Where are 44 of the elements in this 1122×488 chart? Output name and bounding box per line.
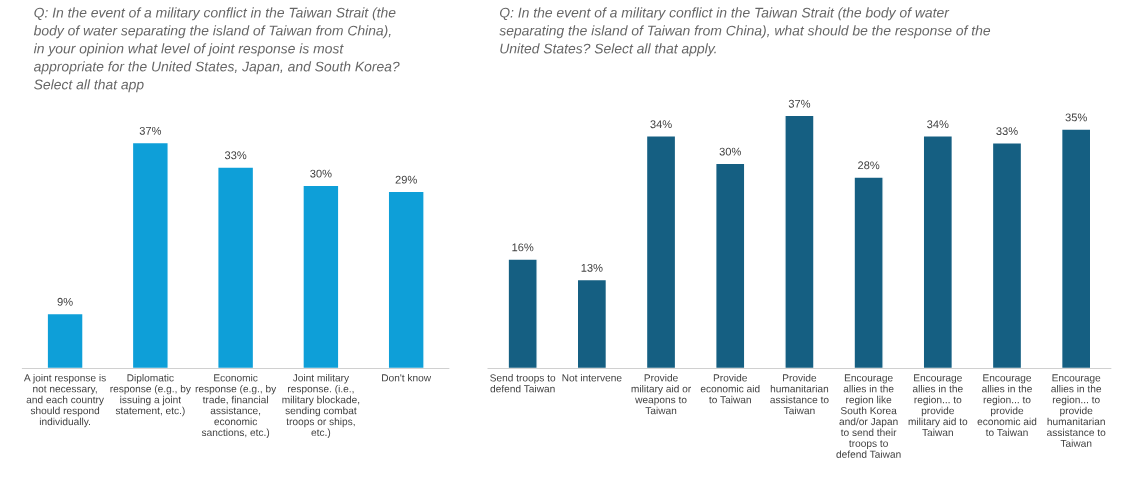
data-label: 34%	[650, 120, 672, 129]
bar	[645, 135, 677, 369]
x-tick-label: Encourage allies in the region like South Korea and/or Japan to send their troops to defend Taiwan	[836, 374, 901, 458]
bar	[46, 312, 84, 369]
data-label: 37%	[788, 99, 811, 108]
x-tick-label: Encourage allies in the region... to provide humanitarian assistance to Taiwan	[1047, 374, 1106, 447]
x-tick-label: Diplomatic response (e.g., by issuing a joint statement, etc.)	[110, 374, 191, 417]
data-label: 28%	[858, 161, 880, 170]
bar	[853, 176, 884, 369]
bar	[1060, 128, 1092, 369]
data-label: 35%	[1065, 113, 1087, 122]
bar	[576, 278, 608, 369]
x-tick-label: Encourage allies in the region... to provide economic aid to Taiwan	[977, 374, 1037, 437]
x-tick-label: Provide economic aid to Taiwan	[700, 374, 760, 404]
bar	[991, 142, 1023, 369]
data-label: 33%	[224, 151, 247, 160]
bar	[715, 162, 746, 369]
chart-title: Q: In the event of a military conflict in the Taiwan Strait (the body of water separating the island of Taiwan from China), what should be the response of the United States? Select all that apply.	[499, 7, 991, 57]
data-label: 9%	[57, 297, 73, 306]
x-tick-label: Provide military aid or weapons to Taiwan	[631, 374, 692, 415]
x-tick-label: Joint military response. (i.e., military blockade, sending combat troops or ships, etc.)	[282, 374, 360, 439]
data-label: 33%	[996, 127, 1018, 136]
data-label: 34%	[927, 120, 949, 129]
data-label: 30%	[719, 147, 741, 156]
bar	[131, 141, 169, 369]
x-tick-label: A joint response is not necessary, and each country should respond individually.	[23, 374, 106, 428]
bar	[302, 184, 340, 369]
data-label: 29%	[395, 175, 417, 184]
x-tick-label: Don't know	[382, 374, 432, 382]
data-label: 30%	[310, 169, 332, 178]
x-tick-label: Provide humanitarian assistance to Taiwan	[770, 374, 829, 415]
x-tick-label: Economic response (e.g., by trade, financial assistance, economic sanctions, etc.)	[195, 374, 277, 439]
bar	[387, 190, 425, 369]
data-label: 13%	[581, 263, 603, 272]
bar	[922, 135, 954, 369]
bar	[784, 114, 815, 369]
bar	[507, 258, 538, 369]
bar	[217, 166, 255, 369]
data-label: 16%	[512, 243, 534, 252]
x-tick-label: Not intervene	[562, 374, 622, 382]
data-label: 37%	[139, 126, 162, 135]
x-tick-label: Send troops to defend Taiwan	[490, 374, 556, 393]
x-tick-label: Encourage allies in the region... to provide military aid to Taiwan	[908, 374, 968, 437]
chart-title: Q: In the event of a military conflict in the Taiwan Strait (the body of water separating the island of Taiwan from China), in your opinion what level of joint response is most appropriate for the United States, Japan, and South Korea? Select all that app	[33, 7, 400, 93]
